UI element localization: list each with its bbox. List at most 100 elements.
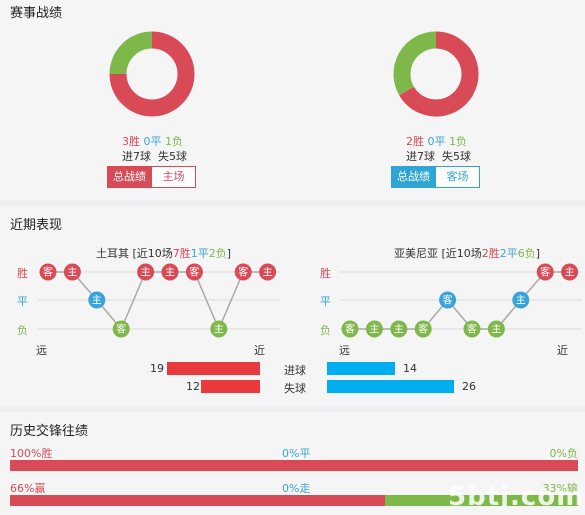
away-match-point-circle [487, 320, 505, 338]
away-match-point-circle [536, 263, 554, 281]
away-match-venue-label: 客 [418, 323, 428, 336]
away-match-point[interactable]: 客 [414, 320, 432, 338]
home-match-point-circle [185, 263, 203, 281]
right-draws: 0平 [427, 135, 446, 148]
tab-right-away[interactable]: 客场 [435, 166, 480, 188]
home-match-venue-label: 客 [116, 323, 126, 336]
home-team-summary: 土耳其 [近10场7胜1平2负] [96, 247, 232, 260]
away-conceded-bar [327, 380, 454, 393]
away-match-venue-label: 主 [565, 267, 575, 279]
home-match-point-circle [259, 263, 277, 281]
away-match-point[interactable]: 主 [487, 320, 505, 338]
away-row-label-loss: 负 [320, 324, 331, 337]
away-match-point[interactable]: 主 [512, 291, 530, 309]
home-conceded-value: 12 [186, 380, 200, 393]
right-record-goals: 进7球 失5球 [406, 150, 471, 163]
home-match-point[interactable]: 主 [210, 320, 228, 338]
tab-right-overall[interactable]: 总战绩 [391, 166, 436, 188]
home-match-point-circle [210, 320, 228, 338]
home-match-point[interactable]: 客 [185, 263, 203, 281]
home-match-point[interactable]: 客 [39, 263, 57, 281]
home-match-point-circle [112, 320, 130, 338]
home-match-venue-label: 主 [263, 267, 273, 279]
away-form-chart: 客主主客客客 主主客主 [340, 263, 582, 338]
away-form-line [350, 271, 570, 330]
left-donut-win-segment [109, 31, 195, 117]
home-match-point[interactable]: 主 [137, 263, 155, 281]
home-match-point[interactable]: 客 [112, 320, 130, 338]
away-near-label: 近 [557, 344, 568, 357]
away-match-point[interactable]: 客 [536, 263, 554, 281]
left-draws: 0平 [143, 135, 162, 148]
home-match-point-circle [39, 263, 57, 281]
away-match-point-circle [561, 263, 579, 281]
away-match-point-circle [414, 320, 432, 338]
left-losses: 1负 [165, 135, 183, 148]
home-form-chart: 客主主客主主客主客主 [38, 263, 280, 338]
away-match-venue-label: 主 [516, 295, 526, 307]
history-result-bar [10, 460, 578, 471]
home-far-label: 远 [36, 344, 47, 357]
history-win-pct: 100%胜 [10, 447, 53, 460]
away-match-point[interactable]: 客 [463, 320, 481, 338]
right-wins: 2胜 [406, 135, 424, 148]
right-losses: 1负 [449, 135, 467, 148]
away-match-point-circle [512, 291, 530, 309]
left-wins: 3胜 [122, 135, 140, 148]
away-match-point[interactable]: 主 [390, 320, 408, 338]
section-title-recent: 近期表现 [10, 218, 63, 233]
left-record-counts: 3胜 0平 1负 [122, 133, 183, 149]
history-loss-pct: 0%负 [549, 447, 578, 460]
home-match-point-circle [234, 263, 252, 281]
tab-left-overall[interactable]: 总战绩 [107, 166, 152, 188]
away-match-venue-label: 客 [467, 323, 477, 336]
away-team-name: 亚美尼亚 [394, 247, 438, 260]
away-match-point-circle [365, 320, 383, 338]
home-match-venue-label: 主 [214, 324, 224, 336]
right-donut-win-segment [399, 31, 479, 117]
home-match-point[interactable]: 客 [234, 263, 252, 281]
home-match-point[interactable]: 主 [259, 263, 277, 281]
away-row-label-win: 胜 [320, 267, 331, 280]
home-row-label-loss: 负 [17, 324, 28, 337]
conceded-label: 失球 [284, 382, 306, 395]
right-record-donut [393, 31, 479, 117]
home-match-venue-label: 客 [43, 266, 53, 279]
away-conceded-value: 26 [462, 380, 476, 393]
away-match-venue-label: 主 [369, 324, 379, 336]
home-match-point[interactable]: 主 [161, 263, 179, 281]
handicap-result-bar [10, 495, 578, 506]
home-match-point-circle [88, 291, 106, 309]
left-record-donut [109, 31, 195, 117]
home-match-venue-label: 主 [67, 267, 77, 279]
away-match-venue-label: 客 [540, 266, 550, 279]
scored-label: 进球 [284, 364, 306, 377]
home-match-point-circle [63, 263, 81, 281]
home-match-venue-label: 主 [165, 267, 175, 279]
away-match-point[interactable]: 主 [561, 263, 579, 281]
away-match-venue-label: 主 [394, 324, 404, 336]
home-match-point[interactable]: 主 [88, 291, 106, 309]
away-match-point-circle [439, 291, 457, 309]
home-conceded-bar [201, 380, 260, 393]
home-match-point[interactable]: 主 [63, 263, 81, 281]
tab-left-home[interactable]: 主场 [151, 166, 196, 188]
away-row-label-draw: 平 [320, 295, 331, 308]
away-team-summary: 亚美尼亚 [近10场2胜2平6负] [394, 247, 541, 260]
home-match-venue-label: 客 [238, 266, 248, 279]
away-scored-bar [327, 362, 395, 375]
away-match-point[interactable]: 主 [365, 320, 383, 338]
handicap-win-pct: 66%赢 [10, 482, 46, 495]
away-match-point[interactable]: 客 [341, 320, 359, 338]
home-scored-bar [167, 362, 260, 375]
history-section: 历史交锋往绩 100%胜 0%平 0%负 66%赢 0%走 33%输 5btj.… [0, 412, 585, 515]
away-match-point[interactable]: 客 [439, 291, 457, 309]
handicap-loss-pct: 33%输 [542, 482, 578, 495]
record-section: 赛事战绩 3胜 0平 1负 进7球 失5球 总战绩 主场 2胜 0平 1负 进7… [0, 0, 585, 200]
away-match-point-circle [341, 320, 359, 338]
recent-section: 近期表现 土耳其 [近10场7胜1平2负] 亚美尼亚 [近10场2胜2平6负] … [0, 206, 585, 406]
home-near-label: 近 [254, 344, 265, 357]
section-title-history: 历史交锋往绩 [10, 424, 89, 439]
home-match-venue-label: 主 [141, 267, 151, 279]
away-match-point-circle [390, 320, 408, 338]
